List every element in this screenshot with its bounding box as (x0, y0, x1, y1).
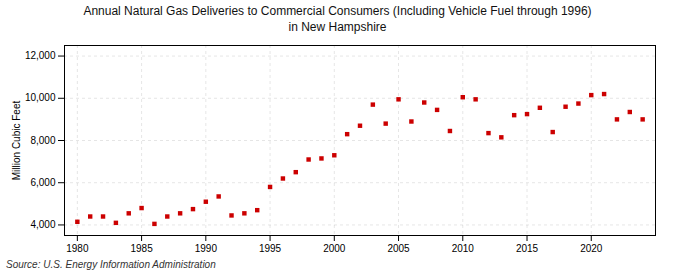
svg-text:2000: 2000 (323, 243, 346, 254)
svg-text:10,000: 10,000 (25, 93, 56, 104)
svg-text:1985: 1985 (130, 243, 153, 254)
svg-text:12,000: 12,000 (25, 50, 56, 61)
svg-text:2005: 2005 (387, 243, 410, 254)
svg-text:2015: 2015 (516, 243, 539, 254)
svg-text:1990: 1990 (195, 243, 218, 254)
svg-text:2010: 2010 (452, 243, 475, 254)
svg-text:4,000: 4,000 (30, 219, 55, 230)
svg-text:6,000: 6,000 (30, 177, 55, 188)
svg-text:1980: 1980 (66, 243, 89, 254)
svg-text:2020: 2020 (580, 243, 603, 254)
svg-text:Million Cubic Feet: Million Cubic Feet (11, 101, 22, 181)
html-text:Annual Natural Gas Deliveries: Annual Natural Gas Deliveries to Commerc… (83, 4, 592, 34)
html-text:Source: U.S. Energy Informatio: Source: U.S. Energy Information Administ… (6, 259, 216, 271)
svg-text:8,000: 8,000 (30, 135, 55, 146)
svg-text:1995: 1995 (259, 243, 282, 254)
